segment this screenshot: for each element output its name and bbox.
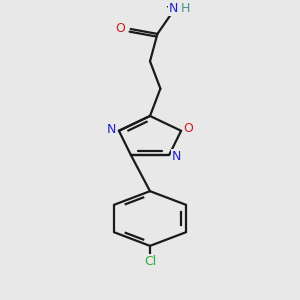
Text: O: O bbox=[184, 122, 194, 135]
Text: N: N bbox=[107, 123, 116, 136]
Text: N: N bbox=[169, 2, 178, 15]
Text: H: H bbox=[181, 2, 190, 15]
Text: Cl: Cl bbox=[144, 255, 156, 268]
Text: N: N bbox=[172, 150, 181, 163]
Text: O: O bbox=[115, 22, 125, 34]
